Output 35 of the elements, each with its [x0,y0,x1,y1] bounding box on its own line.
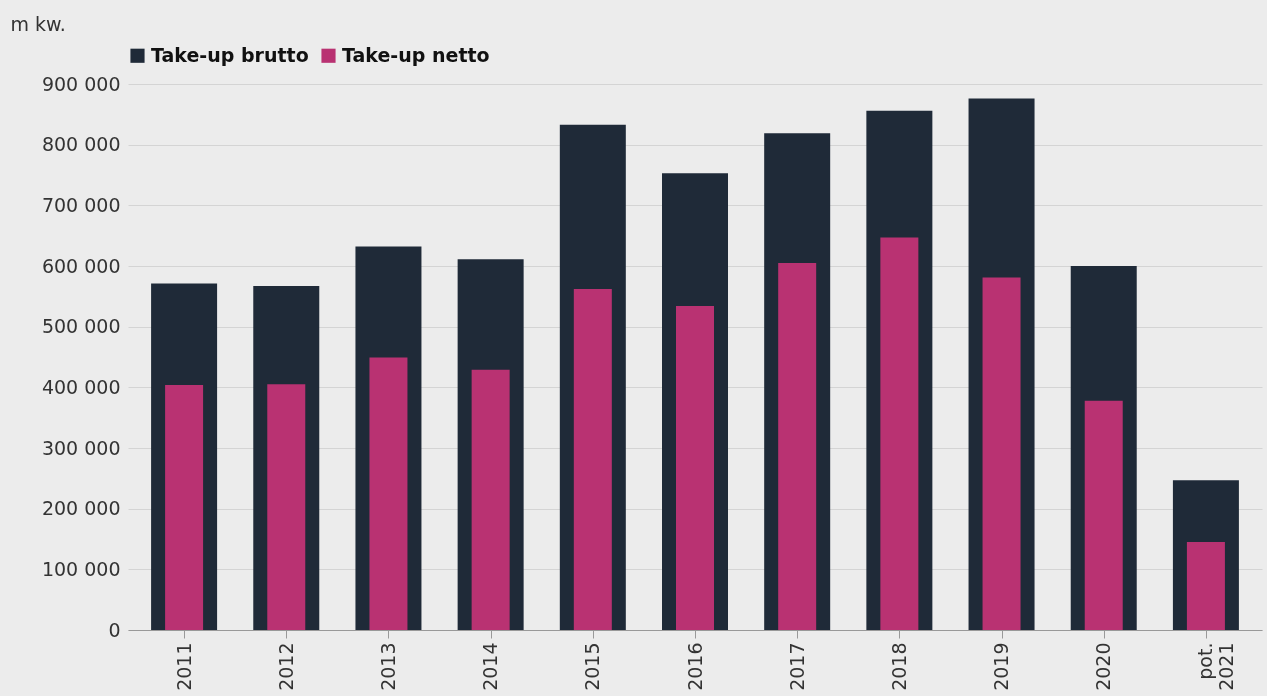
x-tick-label: pot. 2021 [1194,642,1238,691]
y-tick-label: 400 000 [41,375,121,398]
bar [471,369,510,630]
bar [573,289,612,630]
y-tick-label: 900 000 [41,72,121,95]
y-tick-label: 200 000 [41,497,121,520]
y-tick-label: 600 000 [41,254,121,277]
y-tick-label: 500 000 [41,315,121,338]
bar [676,306,714,630]
x-tick-label: 2015 [581,642,604,691]
bar [1186,542,1225,630]
x-tick-label: 2013 [376,642,399,691]
bar [880,237,919,630]
y-axis-title: m kw. [10,12,66,35]
legend-label: Take-up brutto [151,43,309,66]
bar [1084,400,1123,630]
y-tick-label: 800 000 [41,133,121,156]
x-tick-label: 2016 [683,642,706,691]
x-tick-label: 2019 [990,642,1013,691]
y-tick-label: 0 [108,618,121,641]
bar [982,277,1021,630]
x-tick-label: 2017 [785,642,808,691]
x-tick-label: 2018 [887,642,910,691]
x-tick-label: 2014 [479,642,502,691]
y-tick-label: 700 000 [41,193,121,216]
bar [267,384,306,630]
bar [369,357,408,630]
x-tick-label: 2011 [172,642,195,691]
y-tick-label: 100 000 [41,557,121,580]
bar [778,262,817,630]
y-tick-label: 300 000 [41,436,121,459]
x-tick-label: 2020 [1092,642,1115,691]
x-tick-label: 2012 [274,642,297,691]
legend-label: Take-up netto [342,43,490,66]
bar [165,384,204,630]
